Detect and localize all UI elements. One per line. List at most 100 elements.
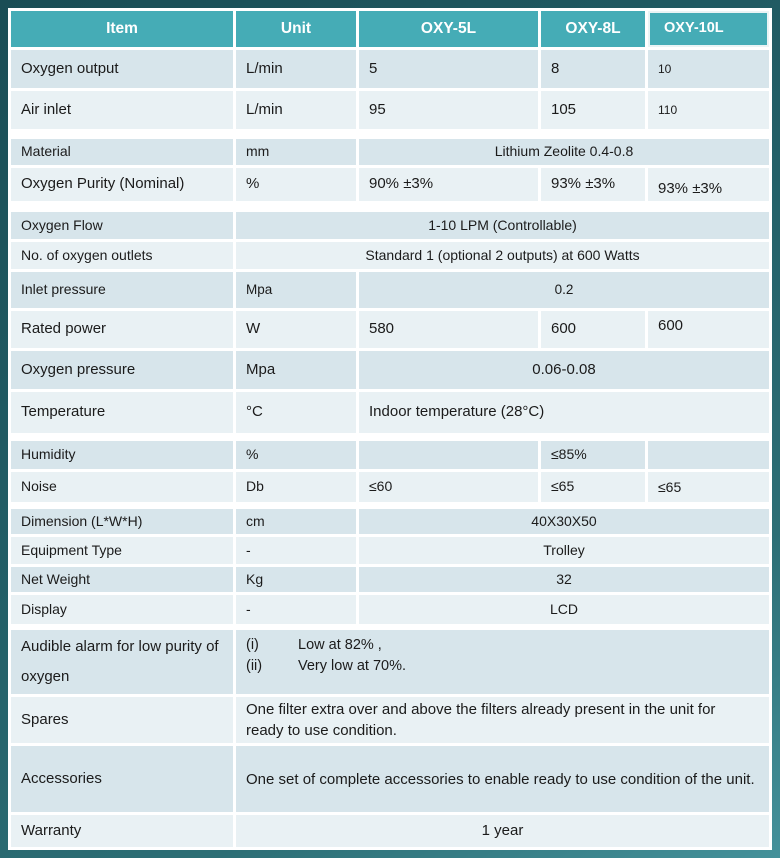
cell-item: Inlet pressure bbox=[11, 272, 233, 308]
alarm-point-2-text: Very low at 70%. bbox=[298, 658, 406, 674]
cell-value-merged: 0.06-0.08 bbox=[359, 351, 769, 389]
cell-item: Air inlet bbox=[11, 91, 233, 129]
col-header-oxy-5l: OXY-5L bbox=[359, 11, 538, 47]
cell-value-oxy5l bbox=[359, 441, 538, 469]
col-header-unit: Unit bbox=[236, 11, 356, 47]
cell-value-oxy5l: ≤60 bbox=[359, 472, 538, 502]
cell-value-oxy10l bbox=[648, 441, 769, 469]
cell-item: Humidity bbox=[11, 441, 233, 469]
alarm-point-2-label: (ii) bbox=[246, 658, 263, 674]
col-header-oxy-8l: OXY-8L bbox=[541, 11, 645, 47]
cell-unit: Db bbox=[236, 472, 356, 502]
row-audible-alarm: Audible alarm for low purity of oxygen (… bbox=[11, 630, 769, 694]
cell-unit: - bbox=[236, 537, 356, 564]
cell-value-merged: Standard 1 (optional 2 outputs) at 600 W… bbox=[236, 242, 769, 269]
cell-item: No. of oxygen outlets bbox=[11, 242, 233, 269]
cell-unit: L/min bbox=[236, 50, 356, 88]
cell-value-oxy10l: 93% ±3% bbox=[648, 168, 769, 201]
alarm-point-1-label: (i) bbox=[246, 637, 259, 653]
cell-unit: Mpa bbox=[236, 351, 356, 389]
row-rated-power: Rated power W 580 600 600 bbox=[11, 311, 769, 348]
cell-value-oxy10l: 110 bbox=[648, 91, 769, 129]
cell-value-oxy5l: 5 bbox=[359, 50, 538, 88]
alarm-point-1: (i) Low at 82% , bbox=[246, 635, 759, 656]
cell-value-merged: Lithium Zeolite 0.4-0.8 bbox=[359, 139, 769, 165]
row-oxygen-pressure: Oxygen pressure Mpa 0.06-0.08 bbox=[11, 351, 769, 389]
row-warranty: Warranty 1 year bbox=[11, 815, 769, 847]
cell-unit: °C bbox=[236, 392, 356, 433]
cell-item: Equipment Type bbox=[11, 537, 233, 564]
cell-value-merged: Indoor temperature (28°C) bbox=[359, 392, 769, 433]
cell-unit: % bbox=[236, 441, 356, 469]
cell-value-merged: 1-10 LPM (Controllable) bbox=[236, 212, 769, 239]
cell-unit: Kg bbox=[236, 567, 356, 592]
cell-item: Noise bbox=[11, 472, 233, 502]
cell-item: Accessories bbox=[11, 746, 233, 812]
cell-value-oxy8l: 8 bbox=[541, 50, 645, 88]
row-oxygen-purity: Oxygen Purity (Nominal) % 90% ±3% 93% ±3… bbox=[11, 168, 769, 201]
cell-value-merged: One set of complete accessories to enabl… bbox=[236, 746, 769, 812]
cell-item: Warranty bbox=[11, 815, 233, 847]
cell-item: Display bbox=[11, 595, 233, 624]
cell-unit: mm bbox=[236, 139, 356, 165]
cell-value-oxy5l: 95 bbox=[359, 91, 538, 129]
cell-unit: cm bbox=[236, 509, 356, 534]
spec-table: Item Unit OXY-5L OXY-8L OXY-10L Oxygen o… bbox=[8, 8, 772, 850]
cell-value-merged: One filter extra over and above the filt… bbox=[236, 697, 769, 743]
cell-unit: % bbox=[236, 168, 356, 201]
header-row: Item Unit OXY-5L OXY-8L OXY-10L bbox=[11, 11, 769, 47]
row-equipment-type: Equipment Type - Trolley bbox=[11, 537, 769, 564]
cell-value-oxy5l: 580 bbox=[359, 311, 538, 348]
row-humidity: Humidity % ≤85% bbox=[11, 441, 769, 469]
section-spacer bbox=[11, 436, 769, 438]
cell-unit: L/min bbox=[236, 91, 356, 129]
row-material: Material mm Lithium Zeolite 0.4-0.8 bbox=[11, 139, 769, 165]
row-noise: Noise Db ≤60 ≤65 ≤65 bbox=[11, 472, 769, 502]
cell-item: Oxygen output bbox=[11, 50, 233, 88]
table-background: Item Unit OXY-5L OXY-8L OXY-10L Oxygen o… bbox=[8, 8, 772, 850]
row-spares: Spares One filter extra over and above t… bbox=[11, 697, 769, 743]
cell-value-oxy5l: 90% ±3% bbox=[359, 168, 538, 201]
cell-value-oxy8l: 105 bbox=[541, 91, 645, 129]
cell-item: Oxygen Purity (Nominal) bbox=[11, 168, 233, 201]
cell-unit: Mpa bbox=[236, 272, 356, 308]
row-accessories: Accessories One set of complete accessor… bbox=[11, 746, 769, 812]
cell-item: Material bbox=[11, 139, 233, 165]
row-air-inlet: Air inlet L/min 95 105 110 bbox=[11, 91, 769, 129]
cell-item: Net Weight bbox=[11, 567, 233, 592]
col-header-oxy-10l: OXY-10L bbox=[648, 11, 769, 47]
cell-item: Oxygen Flow bbox=[11, 212, 233, 239]
cell-value-merged: Trolley bbox=[359, 537, 769, 564]
cell-value-oxy10l: 10 bbox=[648, 50, 769, 88]
row-dimension: Dimension (L*W*H) cm 40X30X50 bbox=[11, 509, 769, 534]
row-oxygen-outlets: No. of oxygen outlets Standard 1 (option… bbox=[11, 242, 769, 269]
cell-item: Dimension (L*W*H) bbox=[11, 509, 233, 534]
cell-value-oxy8l: ≤65 bbox=[541, 472, 645, 502]
cell-value-oxy8l: ≤85% bbox=[541, 441, 645, 469]
section-spacer bbox=[11, 132, 769, 136]
cell-value-merged: 0.2 bbox=[359, 272, 769, 308]
cell-unit: - bbox=[236, 595, 356, 624]
cell-item: Rated power bbox=[11, 311, 233, 348]
section-spacer bbox=[11, 505, 769, 506]
cell-value-merged: 32 bbox=[359, 567, 769, 592]
cell-value-merged: LCD bbox=[359, 595, 769, 624]
alarm-point-1-text: Low at 82% , bbox=[298, 637, 382, 653]
cell-value-merged: 40X30X50 bbox=[359, 509, 769, 534]
row-oxygen-output: Oxygen output L/min 5 8 10 bbox=[11, 50, 769, 88]
cell-item: Temperature bbox=[11, 392, 233, 433]
row-temperature: Temperature °C Indoor temperature (28°C) bbox=[11, 392, 769, 433]
cell-value-oxy10l: 600 bbox=[648, 311, 769, 348]
row-net-weight: Net Weight Kg 32 bbox=[11, 567, 769, 592]
col-header-item: Item bbox=[11, 11, 233, 47]
cell-item: Oxygen pressure bbox=[11, 351, 233, 389]
cell-value-oxy10l: ≤65 bbox=[648, 472, 769, 502]
row-inlet-pressure: Inlet pressure Mpa 0.2 bbox=[11, 272, 769, 308]
cell-item: Audible alarm for low purity of oxygen bbox=[11, 630, 233, 694]
cell-value-oxy8l: 93% ±3% bbox=[541, 168, 645, 201]
alarm-point-2: (ii) Very low at 70%. bbox=[246, 656, 759, 677]
row-oxygen-flow: Oxygen Flow 1-10 LPM (Controllable) bbox=[11, 212, 769, 239]
row-display: Display - LCD bbox=[11, 595, 769, 624]
cell-unit: W bbox=[236, 311, 356, 348]
